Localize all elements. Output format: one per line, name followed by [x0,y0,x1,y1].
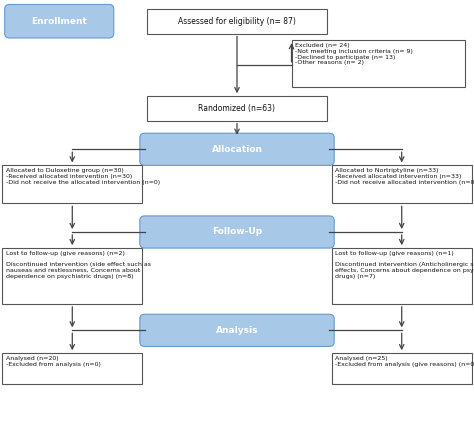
FancyBboxPatch shape [332,248,472,304]
FancyBboxPatch shape [2,353,142,384]
Text: Analysed (n=20)
-Excluded from analysis (n=0): Analysed (n=20) -Excluded from analysis … [6,356,100,367]
FancyBboxPatch shape [2,248,142,304]
Text: Assessed for eligibility (n= 87): Assessed for eligibility (n= 87) [178,17,296,26]
Text: Randomized (n=63): Randomized (n=63) [199,104,275,113]
Text: Allocated to Duloxetine group (n=30)
-Received allocated intervention (n=30)
-Di: Allocated to Duloxetine group (n=30) -Re… [6,168,160,185]
Text: Enrollment: Enrollment [31,17,87,26]
FancyBboxPatch shape [140,216,334,248]
Text: Allocated to Nortriptyline (n=33)
-Received allocated intervention (n=33)
-Did n: Allocated to Nortriptyline (n=33) -Recei… [335,168,474,185]
Text: Excluded (n= 24)
-Not meeting inclusion criteria (n= 9)
-Declined to participate: Excluded (n= 24) -Not meeting inclusion … [295,43,413,65]
Text: Lost to follow-up (give reasons) (n=2)

Discontinued intervention (side effect s: Lost to follow-up (give reasons) (n=2) D… [6,251,151,279]
Text: Lost to follow-up (give reasons) (n=1)

Discontinued intervention (Anticholinerg: Lost to follow-up (give reasons) (n=1) D… [335,251,474,279]
FancyBboxPatch shape [292,40,465,87]
Text: Follow-Up: Follow-Up [212,228,262,236]
FancyBboxPatch shape [147,9,327,34]
FancyBboxPatch shape [332,165,472,203]
Text: Analysed (n=25)
-Excluded from analysis (give reasons) (n=0): Analysed (n=25) -Excluded from analysis … [335,356,474,367]
Text: Analysis: Analysis [216,326,258,335]
FancyBboxPatch shape [332,353,472,384]
FancyBboxPatch shape [147,96,327,121]
FancyBboxPatch shape [2,165,142,203]
FancyBboxPatch shape [140,133,334,165]
FancyBboxPatch shape [5,4,114,38]
Text: Allocation: Allocation [211,145,263,154]
FancyBboxPatch shape [140,314,334,346]
